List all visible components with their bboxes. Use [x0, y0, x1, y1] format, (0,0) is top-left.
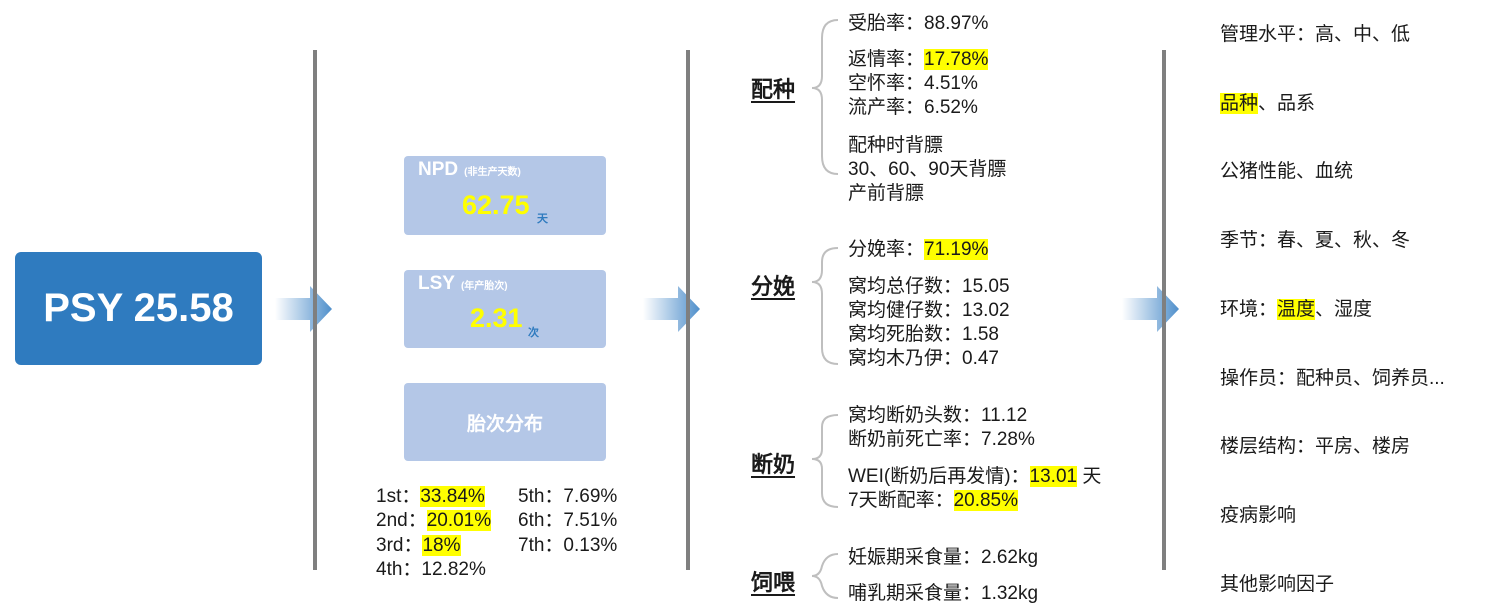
factor-boar: 公猪性能、血统 [1220, 161, 1354, 182]
parity-distribution-button[interactable]: 胎次分布 [404, 383, 606, 461]
brace-icon [811, 553, 839, 599]
factor-management: 管理水平：高、中、低 [1220, 24, 1411, 45]
empty-rate: 空怀率：4.51% [848, 73, 978, 94]
npd-value: 62.75 [462, 190, 530, 220]
right-arrow-icon [1122, 286, 1179, 332]
factor-disease: 疫病影响 [1220, 505, 1297, 526]
parity-item: 3rd：18% [376, 535, 461, 556]
lsy-title: LSY [418, 273, 455, 294]
lactation-feed-intake: 哺乳期采食量：1.32kg [848, 583, 1039, 604]
divider-line [686, 50, 690, 570]
backfat-days: 30、60、90天背膘 [848, 159, 1007, 180]
weaned-per-litter: 窝均断奶头数：11.12 [848, 405, 1028, 426]
parity-item: 5th：7.69% [518, 486, 618, 507]
feeding-title: 饲喂 [751, 570, 796, 595]
parity-item: 2nd：20.01% [376, 510, 492, 531]
psy-box: PSY 25.58 [15, 252, 262, 365]
backfat-breeding: 配种时背膘 [848, 135, 944, 156]
parity-item: 1st：33.84% [376, 486, 485, 507]
lsy-title-row: LSY (年产胎次) [418, 273, 508, 295]
right-arrow-icon [275, 286, 332, 332]
divider-line [1162, 50, 1166, 570]
npd-card: NPD (非生产天数) 62.75 天 [404, 156, 606, 235]
lsy-card: LSY (年产胎次) 2.31 次 [404, 270, 606, 348]
brace-icon [811, 19, 839, 175]
brace-icon [811, 414, 839, 508]
seven-day-breeding-rate: 7天断配率：20.85% [848, 490, 1019, 511]
parity-item: 6th：7.51% [518, 510, 618, 531]
npd-title: NPD [418, 159, 459, 180]
npd-unit: 天 [537, 213, 548, 225]
preweaning-mortality: 断奶前死亡率：7.28% [848, 429, 1035, 450]
parity-button-label: 胎次分布 [466, 413, 543, 435]
breeding-title: 配种 [751, 77, 796, 102]
right-arrow-icon [643, 286, 700, 332]
weaning-title: 断奶 [751, 452, 796, 477]
backfat-prefarrow: 产前背膘 [848, 183, 925, 204]
lsy-subtitle: (年产胎次) [460, 281, 508, 292]
parity-item: 4th：12.82% [376, 559, 486, 580]
npd-subtitle: (非生产天数) [464, 167, 521, 178]
npd-title-row: NPD (非生产天数) [418, 159, 521, 181]
factor-breed: 品种、品系 [1220, 93, 1316, 114]
wei: WEI(断奶后再发情)：13.01 天 [848, 466, 1102, 487]
litter-total: 窝均总仔数：15.05 [848, 276, 1010, 297]
litter-mummy: 窝均木乃伊：0.47 [848, 348, 999, 369]
factor-other: 其他影响因子 [1220, 574, 1335, 595]
abortion-rate: 流产率：6.52% [848, 97, 978, 118]
divider-line [313, 50, 317, 570]
parity-item: 7th：0.13% [518, 535, 618, 556]
farrowing-title: 分娩 [751, 274, 796, 299]
return-rate: 返情率：17.78% [848, 49, 989, 70]
lsy-unit: 次 [528, 327, 539, 339]
farrowing-rate: 分娩率：71.19% [848, 239, 989, 260]
lsy-value: 2.31 [470, 303, 523, 333]
brace-icon [811, 247, 839, 365]
gestation-feed-intake: 妊娠期采食量：2.62kg [848, 547, 1039, 568]
psy-label: PSY 25.58 [43, 286, 234, 330]
conception-rate: 受胎率：88.97% [848, 13, 989, 34]
litter-stillborn: 窝均死胎数：1.58 [848, 324, 999, 345]
factor-season: 季节：春、夏、秋、冬 [1220, 230, 1411, 251]
litter-healthy: 窝均健仔数：13.02 [848, 300, 1010, 321]
factor-environment: 环境：温度、湿度 [1220, 299, 1373, 320]
factor-building: 楼层结构：平房、楼房 [1220, 436, 1411, 457]
factor-operators: 操作员：配种员、饲养员... [1220, 368, 1445, 389]
